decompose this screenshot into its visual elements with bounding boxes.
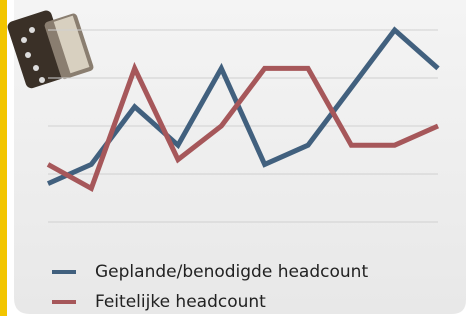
legend-label: Feitelijke headcount — [95, 292, 266, 312]
accent-strip — [0, 0, 7, 316]
legend-label: Geplande/benodigde headcount — [95, 262, 368, 282]
chart: Geplande/benodigde headcount Feitelijke h… — [0, 0, 471, 316]
